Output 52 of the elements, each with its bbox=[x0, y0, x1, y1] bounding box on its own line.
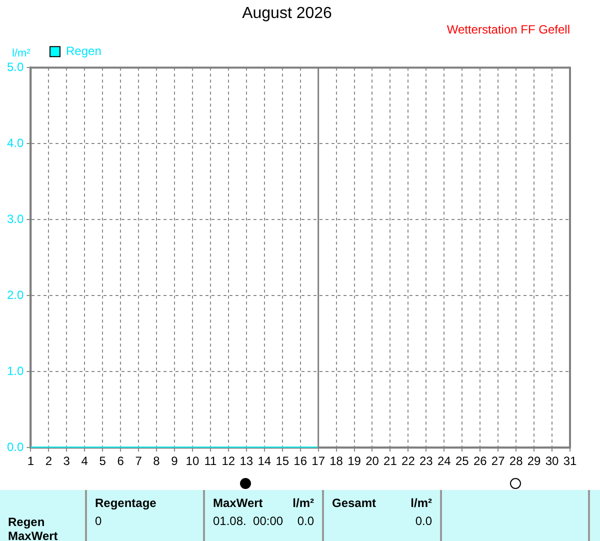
x-tick-label: 14 bbox=[258, 454, 272, 468]
x-tick-label: 10 bbox=[186, 454, 200, 468]
text: MaxWert bbox=[8, 529, 58, 541]
x-tick-label: 19 bbox=[348, 454, 362, 468]
y-tick-label: 1.0 bbox=[6, 364, 24, 378]
x-tick-label: 13 bbox=[240, 454, 254, 468]
text: 0 bbox=[95, 514, 103, 528]
x-tick-label: 23 bbox=[420, 454, 434, 468]
y-tick-label: 0.0 bbox=[6, 440, 24, 454]
x-tick-label: 31 bbox=[563, 454, 577, 468]
x-tick-label: 29 bbox=[527, 454, 542, 468]
text: l/m² bbox=[410, 496, 432, 510]
x-tick-label: 28 bbox=[509, 454, 524, 468]
x-tick-label: 22 bbox=[402, 454, 416, 468]
text: 0.0 bbox=[414, 514, 432, 528]
y-tick-label: 4.0 bbox=[6, 136, 24, 150]
legend-label: Regen bbox=[66, 44, 102, 58]
x-tick-label: 30 bbox=[545, 454, 560, 468]
x-tick-label: 6 bbox=[117, 454, 124, 468]
x-tick-label: 5 bbox=[99, 454, 106, 468]
x-tick-label: 7 bbox=[135, 454, 142, 468]
x-tick-label: 1 bbox=[27, 454, 34, 468]
x-tick-label: 21 bbox=[384, 454, 398, 468]
x-tick-label: 12 bbox=[222, 454, 236, 468]
x-tick-label: 11 bbox=[204, 454, 218, 468]
x-tick-label: 27 bbox=[491, 454, 506, 468]
x-tick-label: 8 bbox=[153, 454, 160, 468]
x-tick-label: 18 bbox=[330, 454, 344, 468]
x-tick-label: 4 bbox=[81, 454, 88, 468]
text: 0.0 bbox=[297, 514, 314, 528]
x-tick-label: 3 bbox=[63, 454, 70, 468]
x-tick-label: 24 bbox=[437, 454, 452, 468]
x-tick-label: 26 bbox=[473, 454, 488, 468]
text: Gesamt bbox=[332, 496, 376, 510]
x-tick-label: 20 bbox=[366, 454, 380, 468]
y-tick-label: 5.0 bbox=[6, 60, 24, 74]
y-tick-label: 3.0 bbox=[6, 212, 24, 226]
text: 01.08. 00:00 bbox=[213, 514, 284, 528]
y-tick-label: 2.0 bbox=[6, 288, 24, 302]
x-tick-label: 16 bbox=[294, 454, 308, 468]
chart-subtitle: Wetterstation FF Gefell bbox=[446, 22, 570, 37]
text: Regentage bbox=[95, 496, 158, 510]
x-tick-label: 25 bbox=[455, 454, 470, 468]
x-tick-label: 15 bbox=[276, 454, 290, 468]
text: l/m² bbox=[292, 496, 314, 510]
x-tick-label: 9 bbox=[171, 454, 178, 468]
text: MaxWert bbox=[213, 496, 263, 510]
text: Regen bbox=[8, 515, 45, 529]
chart-title: August 2026 bbox=[242, 5, 332, 22]
y-axis-title: l/m² bbox=[12, 48, 31, 60]
x-tick-label: 2 bbox=[45, 454, 52, 468]
x-tick-label: 17 bbox=[312, 454, 326, 468]
